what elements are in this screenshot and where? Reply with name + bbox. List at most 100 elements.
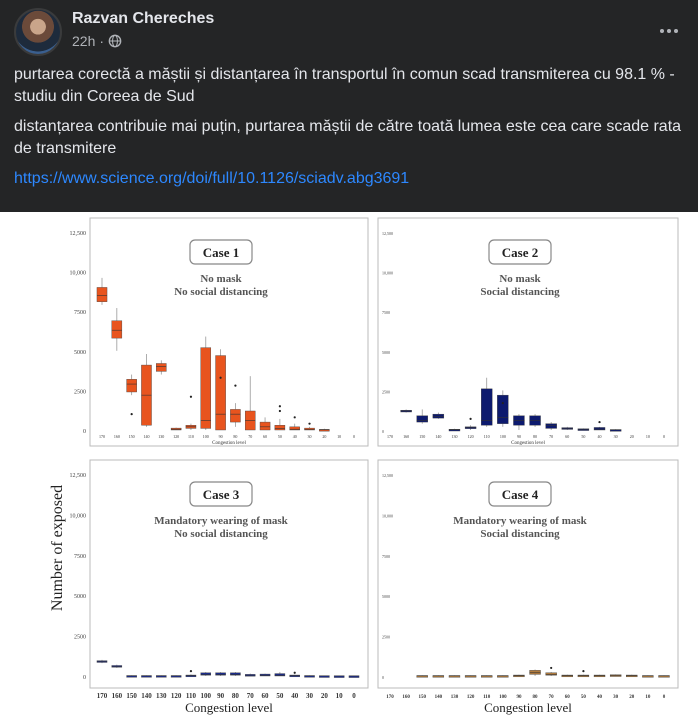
y-tick-label: 7500 xyxy=(382,310,390,315)
box-mark xyxy=(481,675,493,678)
x-tick-label: 30 xyxy=(613,695,619,700)
box-mark xyxy=(609,429,622,432)
box-mark xyxy=(529,670,541,675)
more-options-icon[interactable] xyxy=(654,18,684,44)
box-mark xyxy=(593,427,606,431)
x-tick-label: 30 xyxy=(614,434,618,439)
x-tick-label: 140 xyxy=(143,434,149,439)
y-tick-label: 0 xyxy=(83,675,86,681)
outlier-point xyxy=(293,416,296,419)
x-tick-label: 120 xyxy=(171,692,182,700)
x-tick-label: 20 xyxy=(322,434,326,439)
y-tick-label: 0 xyxy=(382,429,384,434)
panel-subtitle-1: No mask xyxy=(499,273,541,285)
box-mark xyxy=(96,287,108,302)
x-tick-label: 150 xyxy=(418,695,426,700)
x-tick-label: 150 xyxy=(419,434,425,439)
x-tick-label: 50 xyxy=(278,434,282,439)
box-mark xyxy=(111,320,123,339)
panel-subtitle-2: No social distancing xyxy=(174,286,268,298)
y-tick-label: 12,500 xyxy=(70,473,87,479)
box-mark xyxy=(304,427,315,431)
x-tick-label: 170 xyxy=(99,434,105,439)
box-mark xyxy=(304,675,315,678)
x-tick-label: 0 xyxy=(663,434,665,439)
x-tick-label: 80 xyxy=(233,434,237,439)
x-tick-label: 70 xyxy=(248,434,252,439)
box-mark xyxy=(448,675,461,678)
outlier-point xyxy=(130,413,133,416)
x-tick-label: 110 xyxy=(483,695,491,700)
box-mark xyxy=(432,675,445,678)
x-tick-label: 130 xyxy=(451,695,459,700)
box-mark xyxy=(545,672,557,676)
box-mark xyxy=(170,675,182,678)
x-tick-label: 80 xyxy=(533,434,537,439)
box-mark xyxy=(126,379,137,393)
x-tick-label: 140 xyxy=(435,695,443,700)
outlier-point xyxy=(234,384,237,387)
article-link[interactable]: https://www.science.org/doi/full/10.1126… xyxy=(14,170,410,187)
y-tick-label: 5000 xyxy=(382,594,390,599)
y-tick-label: 10,000 xyxy=(70,513,87,519)
panel-subtitle-2: No social distancing xyxy=(174,528,268,540)
x-tick-label: 40 xyxy=(291,692,299,700)
panel-subtitle-2: Social distancing xyxy=(480,528,560,540)
panel-title: Case 3 xyxy=(203,487,240,502)
x-tick-label: 110 xyxy=(188,434,194,439)
post-time[interactable]: 22h xyxy=(72,33,96,49)
x-tick-label: 70 xyxy=(549,434,553,439)
x-tick-label: 60 xyxy=(565,695,571,700)
x-tick-label: 0 xyxy=(352,692,356,700)
panel-title-box xyxy=(488,481,552,507)
outlier-point xyxy=(293,671,296,674)
panel-title-box xyxy=(488,239,552,265)
panel-title: Case 2 xyxy=(502,245,538,260)
x-tick-label: 160 xyxy=(112,692,123,700)
y-tick-label: 5000 xyxy=(74,350,86,356)
panel-x-label: Congestion level xyxy=(212,441,246,446)
x-tick-label: 130 xyxy=(156,692,167,700)
y-tick-label: 12,500 xyxy=(70,231,87,237)
box-mark xyxy=(416,415,428,423)
x-tick-label: 30 xyxy=(308,434,312,439)
outlier-point xyxy=(598,420,601,424)
x-tick-label: 80 xyxy=(533,695,539,700)
x-tick-label: 170 xyxy=(387,434,393,439)
post-body: purtarea corectă a măștii și distanțarea… xyxy=(14,64,684,198)
box-mark xyxy=(274,425,286,431)
y-tick-label: 12,500 xyxy=(382,231,393,237)
box-mark xyxy=(230,409,241,423)
x-tick-label: 60 xyxy=(262,692,270,700)
x-tick-label: 70 xyxy=(549,695,555,700)
x-tick-label: 90 xyxy=(219,434,223,439)
box-mark xyxy=(658,675,670,678)
x-tick-label: 10 xyxy=(646,434,650,439)
x-tick-label: 100 xyxy=(201,692,212,700)
x-tick-label: 0 xyxy=(663,695,666,700)
x-tick-label: 90 xyxy=(217,692,225,700)
outlier-point xyxy=(469,417,472,421)
box-mark xyxy=(545,423,557,429)
y-tick-label: 10,000 xyxy=(382,271,393,277)
x-tick-label: 160 xyxy=(114,434,120,439)
box-mark xyxy=(215,672,226,676)
panel-subtitle-1: Mandatory wearing of mask xyxy=(453,515,587,527)
x-tick-label: 0 xyxy=(353,434,355,439)
x-tick-label: 40 xyxy=(293,434,297,439)
panel-title-box xyxy=(189,481,253,507)
box-mark xyxy=(319,429,330,432)
y-tick-label: 7500 xyxy=(74,310,86,316)
box-mark xyxy=(200,347,212,429)
author-name[interactable]: Razvan Chereches xyxy=(72,10,215,27)
box-mark xyxy=(156,675,167,678)
avatar[interactable] xyxy=(14,8,62,56)
x-axis-label: Congestion level xyxy=(484,700,572,715)
outlier-point xyxy=(189,395,193,398)
panel-subtitle-2: Social distancing xyxy=(480,286,560,298)
y-tick-label: 7500 xyxy=(74,554,86,560)
study-figure[interactable]: Number of exposed Case 1 No mask No social … xyxy=(0,212,698,715)
x-tick-label: 100 xyxy=(203,434,209,439)
post-header: Razvan Chereches 22h · xyxy=(14,8,684,58)
globe-icon[interactable] xyxy=(108,34,122,48)
